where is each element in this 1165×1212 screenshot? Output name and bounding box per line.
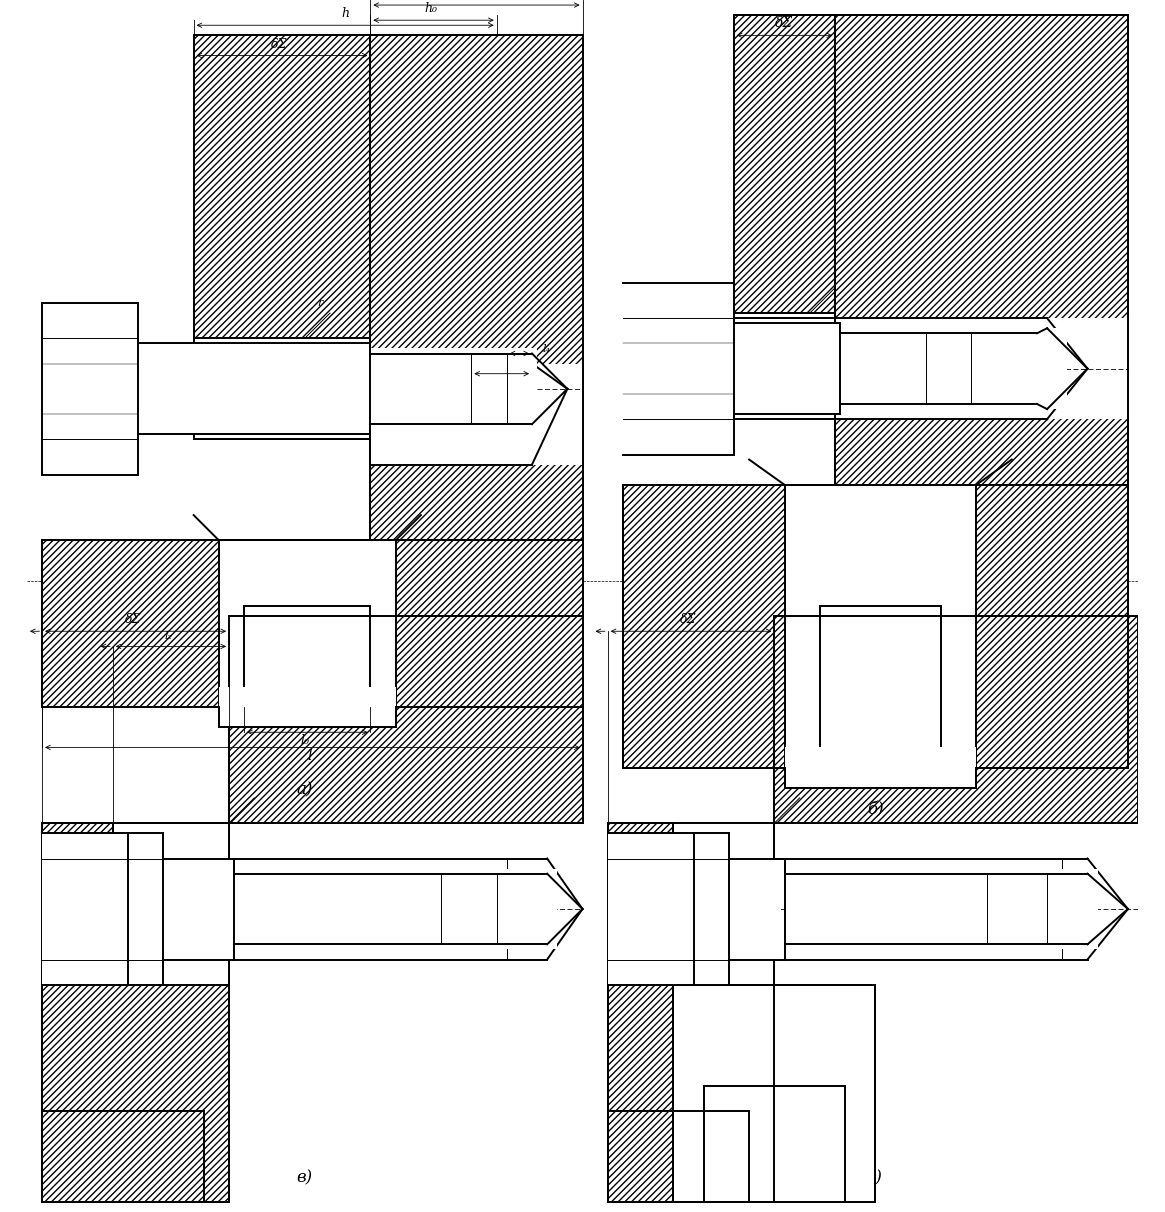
Bar bbox=[139, 343, 370, 434]
Text: l₄: l₄ bbox=[542, 343, 550, 354]
Text: δΣ: δΣ bbox=[271, 38, 288, 51]
Bar bbox=[370, 349, 537, 429]
Polygon shape bbox=[370, 35, 582, 541]
Bar bbox=[608, 858, 1163, 960]
Bar bbox=[608, 834, 693, 984]
Text: б): б) bbox=[867, 801, 884, 818]
Bar bbox=[693, 984, 855, 1202]
Bar bbox=[219, 541, 396, 707]
Text: а): а) bbox=[297, 781, 313, 797]
Bar bbox=[673, 823, 775, 984]
Polygon shape bbox=[835, 16, 1128, 485]
Bar bbox=[370, 364, 582, 464]
Bar bbox=[42, 303, 139, 475]
Text: г): г) bbox=[868, 1170, 883, 1187]
Text: δΣ: δΣ bbox=[776, 16, 793, 30]
Bar bbox=[193, 338, 370, 440]
Polygon shape bbox=[42, 823, 230, 984]
Bar bbox=[113, 823, 230, 984]
Bar bbox=[163, 858, 234, 960]
Bar bbox=[784, 485, 976, 767]
Bar bbox=[734, 324, 840, 415]
Text: l₃: l₃ bbox=[542, 368, 550, 378]
Bar bbox=[623, 282, 734, 454]
Text: l₂: l₂ bbox=[164, 631, 172, 641]
Bar bbox=[42, 858, 598, 960]
Text: l₀: l₀ bbox=[301, 734, 309, 748]
Text: h: h bbox=[341, 7, 350, 21]
Polygon shape bbox=[775, 616, 1138, 823]
Text: δΣ: δΣ bbox=[125, 613, 141, 627]
Text: δΣ: δΣ bbox=[680, 613, 697, 627]
Bar bbox=[734, 318, 1138, 419]
Polygon shape bbox=[42, 541, 582, 707]
Polygon shape bbox=[230, 616, 582, 823]
Polygon shape bbox=[608, 823, 775, 984]
Bar bbox=[784, 869, 1097, 949]
Bar bbox=[693, 834, 729, 984]
Bar bbox=[784, 748, 976, 788]
Text: h₀: h₀ bbox=[424, 2, 438, 16]
Bar bbox=[673, 984, 875, 1202]
Bar bbox=[42, 834, 128, 984]
Polygon shape bbox=[734, 16, 835, 313]
Bar bbox=[840, 328, 1067, 410]
Polygon shape bbox=[42, 984, 230, 1202]
Polygon shape bbox=[193, 35, 370, 440]
Polygon shape bbox=[623, 485, 1128, 767]
Text: l: l bbox=[308, 749, 312, 762]
Bar bbox=[729, 858, 779, 960]
Text: r: r bbox=[317, 298, 323, 308]
Bar bbox=[219, 687, 396, 727]
Polygon shape bbox=[673, 984, 875, 1202]
Text: в): в) bbox=[297, 1170, 313, 1187]
Bar bbox=[234, 869, 557, 949]
Polygon shape bbox=[608, 984, 775, 1202]
Bar bbox=[128, 834, 163, 984]
